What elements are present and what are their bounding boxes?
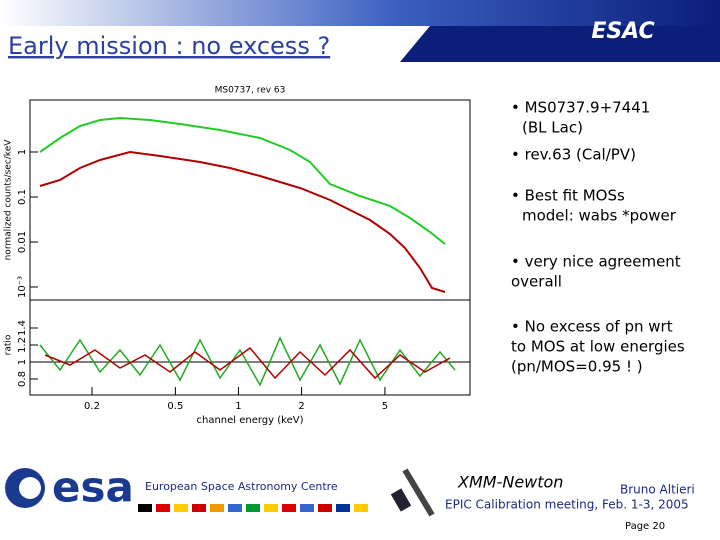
meeting: EPIC Calibration meeting, Feb. 1-3, 2005	[445, 498, 689, 512]
bullet-line: overall	[511, 273, 562, 291]
author: Bruno Altieri	[620, 483, 695, 497]
y-tick-label: 10⁻³	[17, 276, 28, 298]
bullet-line: • rev.63 (Cal/PV)	[511, 146, 636, 164]
y-tick-label: 0.01	[17, 231, 28, 253]
y-tick-label: 1	[17, 149, 28, 155]
x-tick-label: 1	[235, 401, 241, 412]
spectrum-figure: MS0737, rev 63 channel energy (keV) normal…	[0, 75, 498, 435]
logo-text: esa	[52, 463, 134, 512]
y-tick-label: 0.1	[17, 189, 28, 205]
bullet-line: • Best fit MOSs	[511, 187, 625, 205]
ratio-tick-label: 1.4	[17, 320, 28, 336]
x-tick-label: 0.5	[167, 401, 183, 412]
green-spectrum	[39, 116, 446, 245]
x-tick-label: 2	[298, 401, 304, 412]
figure-title: MS0737, rev 63	[215, 86, 286, 96]
bullet-line: to MOS at low energies	[511, 338, 685, 356]
banner-band	[0, 0, 720, 26]
x-axis-label: channel energy (keV)	[196, 415, 303, 426]
ratio-tick-label: 1.2	[17, 337, 28, 353]
banner	[400, 26, 720, 62]
ratio-axis-label: ratio	[4, 334, 14, 355]
bullet-line: • No excess of pn wrt	[511, 318, 673, 336]
bullets: • MS0737.9+7441 (BL Lac) • rev.63 (Cal/PV)…	[511, 99, 685, 376]
red-spectrum	[39, 150, 446, 293]
satellite-icon	[390, 468, 435, 517]
esa-logo: esa	[5, 463, 134, 512]
page-number: Page 20	[625, 521, 665, 532]
bullet-line: model: wabs *power	[522, 207, 677, 225]
bullet-line: • MS0737.9+7441	[511, 99, 650, 117]
slide-title: Early mission : no excess ?	[8, 32, 330, 60]
ratio-panel	[29, 299, 471, 396]
red-ratio	[44, 346, 451, 380]
y-axis-label: normalized counts/sec/keV	[4, 139, 14, 261]
x-tick-label: 5	[382, 401, 388, 412]
bullet-line: (BL Lac)	[522, 119, 583, 137]
ratio-tick-label: 0.8	[17, 371, 28, 387]
banner-text: ESAC	[591, 19, 654, 44]
flags	[138, 504, 368, 512]
bullet-line: (pn/MOS=0.95 ! )	[511, 358, 643, 376]
ratio-tick-label: 1	[17, 359, 28, 365]
mission: XMM-Newton	[457, 473, 563, 492]
org-name: European Space Astronomy Centre	[145, 480, 338, 493]
x-tick-label: 0.2	[84, 401, 100, 412]
bullet-line: • very nice agreement	[511, 253, 681, 271]
